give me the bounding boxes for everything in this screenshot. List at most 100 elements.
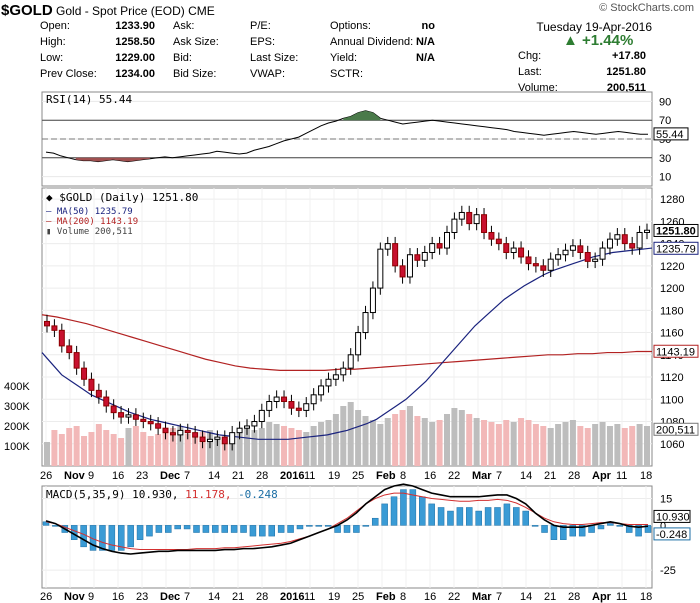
price-tick-label: 1280 xyxy=(660,194,684,206)
macd-histogram-bar xyxy=(625,525,633,533)
macd-x-axis-label: 7 xyxy=(184,591,190,603)
price-candle xyxy=(406,254,413,278)
price-candle xyxy=(562,249,569,256)
volume-bar xyxy=(303,432,310,466)
x-axis-label: 7 xyxy=(496,470,502,482)
quote-label: Ask Size: xyxy=(173,36,219,48)
volume-tick-label: 300K xyxy=(4,401,30,413)
macd-x-axis-label: 14 xyxy=(208,591,220,603)
volume-bar xyxy=(377,424,384,466)
price-candle xyxy=(369,287,376,314)
macd-histogram-bar xyxy=(324,525,332,527)
volume-bar xyxy=(244,426,250,466)
price-candle xyxy=(295,407,302,411)
volume-bar xyxy=(73,426,80,466)
price-tag xyxy=(653,344,699,358)
macd-histogram-bar xyxy=(155,525,163,533)
volume-bar xyxy=(162,430,169,466)
macd-x-axis-label: 18 xyxy=(640,591,652,603)
price-candle xyxy=(636,231,643,249)
volume-bar xyxy=(421,418,428,466)
quote-value: 1234.00 xyxy=(115,68,155,80)
rsi-overbought-fill xyxy=(343,110,381,121)
volume-bar xyxy=(592,424,599,466)
quote-value: 1258.50 xyxy=(115,36,155,48)
price-candle xyxy=(503,243,510,253)
quote-label: Volume: xyxy=(518,82,558,94)
macd-x-axis-label: 7 xyxy=(496,591,502,603)
macd-x-axis-label: 16 xyxy=(424,591,436,603)
volume-bar xyxy=(318,422,325,466)
volume-bar xyxy=(347,402,354,466)
volume-bar xyxy=(125,428,132,466)
macd-histogram-bar xyxy=(569,525,576,537)
price-candle xyxy=(547,258,554,271)
quote-label: Last Size: xyxy=(250,52,299,64)
volume-bar xyxy=(629,426,636,466)
x-axis-label: 19 xyxy=(328,470,340,482)
rsi-tick-label: 90 xyxy=(659,96,671,108)
price-candle xyxy=(569,245,576,251)
x-axis-label: 11 xyxy=(616,470,627,482)
macd-histogram-bar xyxy=(80,525,87,548)
rsi-tick-label: 10 xyxy=(659,172,671,184)
price-tag xyxy=(653,223,699,237)
x-axis-label: 2016 xyxy=(280,470,304,482)
macd-histogram-bar xyxy=(221,525,228,533)
volume-bar xyxy=(503,420,510,466)
quote-label: Options: xyxy=(330,20,371,32)
price-candle xyxy=(325,378,332,387)
x-axis-label: 21 xyxy=(544,470,556,482)
price-tick-label: 1220 xyxy=(660,261,684,273)
price-candle xyxy=(258,409,265,423)
quote-value: 1229.00 xyxy=(115,52,155,64)
price-candle xyxy=(103,396,110,407)
price-candle xyxy=(73,352,80,369)
price-candle xyxy=(525,256,532,265)
price-candle xyxy=(51,325,58,331)
price-candle xyxy=(162,427,169,434)
macd-histogram-bar xyxy=(522,510,529,526)
macd-histogram-bar xyxy=(146,525,153,537)
macd-histogram-bar xyxy=(550,525,558,540)
volume-bar xyxy=(436,420,443,466)
macd-line xyxy=(45,483,649,555)
price-candle xyxy=(251,421,258,427)
volume-bar xyxy=(369,420,376,466)
macd-legend-part: MACD(5,35,9) xyxy=(46,488,132,501)
price-candle xyxy=(147,421,154,425)
quote-label: VWAP: xyxy=(250,68,286,80)
chart-title: $GOLD Gold - Spot Price (EOD) CME xyxy=(1,2,215,19)
price-tick-label: 1100 xyxy=(660,394,684,406)
macd-tick-label: 15 xyxy=(660,494,672,506)
macd-tag xyxy=(653,527,691,541)
volume-bar xyxy=(236,432,243,466)
volume-bar xyxy=(132,426,139,466)
rsi-last-value: 55.44 xyxy=(656,129,684,141)
price-candle xyxy=(118,412,125,418)
macd-x-axis-label: Mar xyxy=(472,591,492,603)
price-candle xyxy=(599,247,606,260)
price-candle xyxy=(199,436,206,443)
volume-bar xyxy=(495,424,502,466)
price-candle xyxy=(88,378,95,391)
macd-histogram-bar xyxy=(503,503,511,526)
macd-histogram-bar xyxy=(249,525,257,537)
macd-legend: MACD(5,35,9) 10.930, 11.178, -0.248 xyxy=(46,488,278,501)
volume-bar xyxy=(614,424,621,466)
macd-x-axis-label: 11 xyxy=(616,591,627,603)
macd-x-axis-label: 21 xyxy=(544,591,556,603)
volume-bar xyxy=(340,406,347,466)
volume-bar xyxy=(577,426,584,466)
price-candle xyxy=(532,263,539,267)
price-candle xyxy=(125,414,132,418)
price-tag-label: 1235.79 xyxy=(656,243,696,255)
volume-bar xyxy=(88,432,95,466)
volume-bar xyxy=(547,428,554,466)
macd-tick-label: -25 xyxy=(660,565,676,577)
macd-histogram-bar xyxy=(419,496,426,526)
price-candle xyxy=(340,367,347,376)
symbol: $GOLD xyxy=(1,2,53,19)
macd-histogram-bar xyxy=(437,507,445,526)
